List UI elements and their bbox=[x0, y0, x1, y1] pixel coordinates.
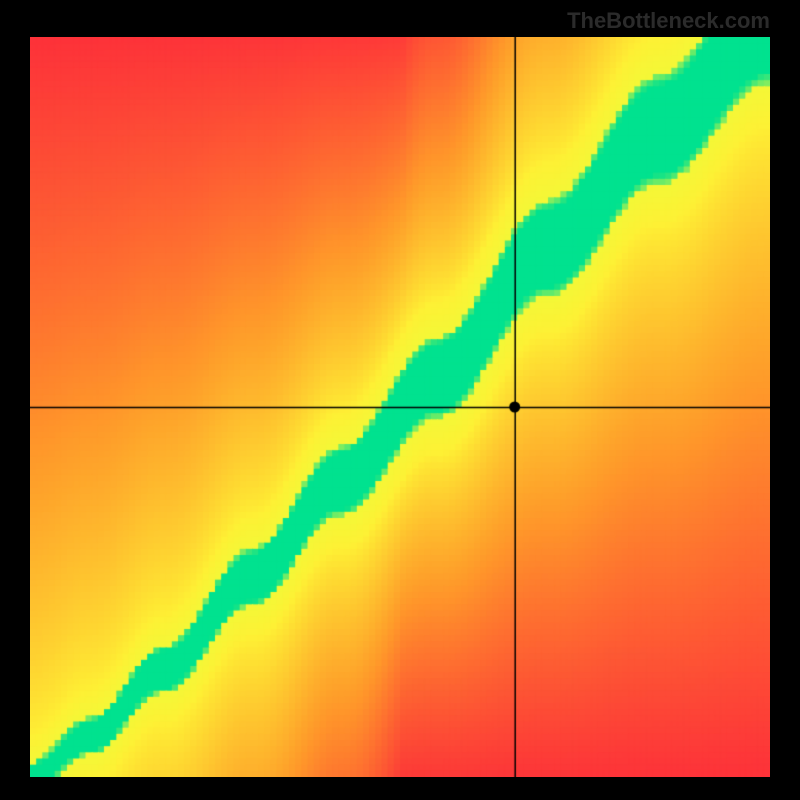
bottleneck-heatmap bbox=[30, 37, 770, 777]
watermark-text: TheBottleneck.com bbox=[567, 8, 770, 34]
chart-wrapper: TheBottleneck.com bbox=[0, 0, 800, 800]
